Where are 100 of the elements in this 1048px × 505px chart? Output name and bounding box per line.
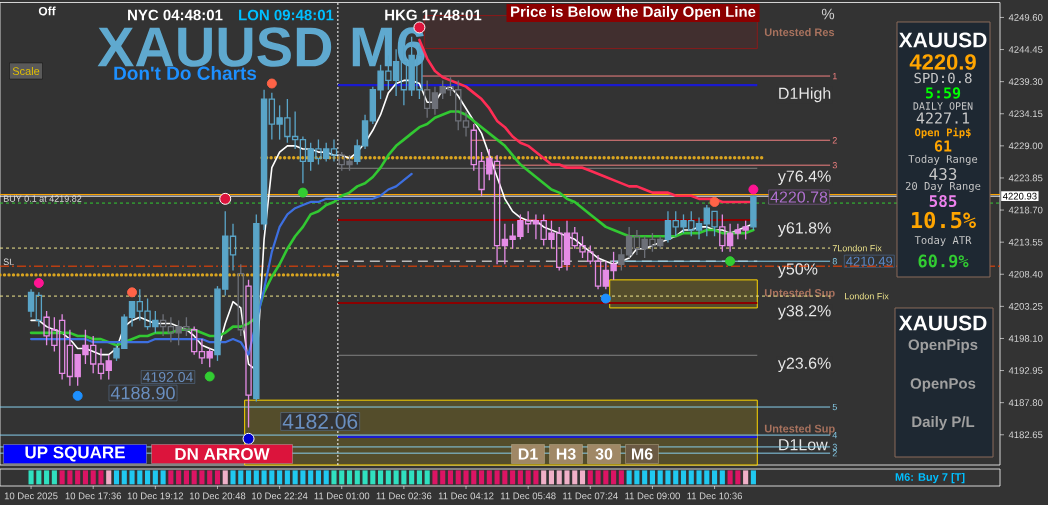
text: 3 bbox=[832, 443, 837, 451]
text: M6: Buy 7 [T] bbox=[895, 472, 965, 484]
text: 20 Day Range bbox=[905, 181, 981, 193]
text: 5 bbox=[832, 403, 837, 411]
text: 10.5% bbox=[911, 211, 976, 229]
text: 4227.1 bbox=[916, 112, 970, 124]
y-tick-label: 4223.85 bbox=[1008, 174, 1043, 182]
y-tick-label: 4239.30 bbox=[1008, 78, 1043, 86]
text: 60.9% bbox=[918, 254, 969, 268]
y-tick-label: 4208.40 bbox=[1008, 270, 1043, 278]
text: SPD:0.8 bbox=[914, 72, 972, 84]
annotation: 30 bbox=[595, 448, 613, 460]
y-tick-label: 4244.45 bbox=[1008, 46, 1043, 53]
annotation: 4220.78 bbox=[770, 191, 828, 203]
point bbox=[242, 432, 255, 445]
text: 2 bbox=[832, 137, 837, 144]
candlestick bbox=[330, 138, 338, 163]
x-tick-label: 11 Dec 09:00 bbox=[625, 492, 680, 500]
text: Daily P/L bbox=[912, 416, 975, 430]
point bbox=[266, 78, 277, 89]
y-tick-label: 4187.80 bbox=[1008, 399, 1043, 407]
text: XAUUSD bbox=[898, 315, 987, 331]
x-tick-label: 10 Dec 19:12 bbox=[127, 492, 184, 500]
point bbox=[204, 371, 215, 382]
text: Open Pip$ bbox=[915, 127, 971, 139]
text: Don't Do Charts bbox=[114, 66, 257, 80]
text: XAUUSD bbox=[898, 32, 987, 48]
y-tick-label: 4198.10 bbox=[1008, 335, 1043, 342]
annotation: Price is Below the Daily Open Line bbox=[511, 6, 756, 20]
x-tick-label: 10 Dec 17:36 bbox=[65, 492, 122, 500]
ref-line-label: 4220.93 bbox=[1002, 192, 1037, 200]
candlestick bbox=[159, 313, 167, 337]
y-tick-label: 4249.60 bbox=[1008, 14, 1043, 21]
ref-line-label: y50% bbox=[777, 263, 818, 278]
annotation: DN ARROW bbox=[175, 447, 270, 461]
x-tick-label: 10 Dec 22:24 bbox=[252, 492, 308, 500]
annotation: M6 bbox=[631, 448, 653, 460]
y-tick-label: 4234.15 bbox=[1008, 110, 1043, 118]
annotation: 4182.06 bbox=[282, 414, 358, 429]
point bbox=[72, 390, 83, 401]
x-tick-label: 10 Dec 2025 bbox=[4, 492, 58, 500]
text: 5:59 bbox=[926, 87, 961, 99]
x-tick-label: 11 Dec 04:12 bbox=[438, 492, 494, 500]
text: % bbox=[821, 8, 835, 20]
ref-line-label: BUY 0.1 at 4219.82 bbox=[3, 195, 82, 202]
ref-line-label: y61.8% bbox=[777, 222, 831, 237]
candlestick bbox=[423, 79, 431, 119]
candlestick bbox=[237, 263, 244, 337]
ref-line-label: SL bbox=[3, 258, 14, 265]
text: 4220.9 bbox=[909, 54, 976, 70]
text: Today Range bbox=[908, 154, 978, 166]
text: Today ATR bbox=[914, 235, 972, 247]
candlestick bbox=[361, 114, 369, 150]
x-tick-label: 11 Dec 02:36 bbox=[376, 492, 432, 500]
candlestick bbox=[97, 347, 105, 381]
point bbox=[33, 277, 44, 288]
text: 2 bbox=[832, 450, 837, 457]
text: DAILY OPEN bbox=[913, 102, 973, 110]
text: 585 bbox=[929, 194, 957, 208]
ref-line-label: London Fix bbox=[845, 292, 889, 300]
text: OpenPips bbox=[908, 339, 978, 353]
candlestick bbox=[431, 85, 439, 116]
candlestick bbox=[695, 216, 703, 240]
annotation: NYC 04:48:01 bbox=[128, 9, 223, 21]
point bbox=[725, 256, 736, 267]
candlestick bbox=[190, 325, 198, 356]
annotation: LON 09:48:01 bbox=[239, 9, 334, 21]
point bbox=[709, 196, 720, 207]
candlestick bbox=[245, 279, 252, 429]
ref-line-label: D1High bbox=[779, 87, 831, 103]
annotation: 4192.04 bbox=[143, 372, 193, 382]
x-tick-label: 11 Dec 10:36 bbox=[687, 492, 743, 500]
text: 3 bbox=[832, 161, 837, 169]
annotation: Off bbox=[38, 6, 56, 16]
point bbox=[127, 287, 138, 298]
candlestick bbox=[563, 220, 571, 272]
annotation: Scale bbox=[12, 66, 40, 76]
ref-line-label: y38.2% bbox=[777, 305, 831, 320]
candlestick bbox=[229, 223, 237, 272]
ref-line-label: y23.6% bbox=[777, 357, 831, 372]
x-tick-label: 11 Dec 01:00 bbox=[314, 492, 370, 500]
annotation: H3 bbox=[556, 448, 576, 460]
point bbox=[219, 192, 232, 205]
annotation: UP SQUARE bbox=[25, 446, 125, 462]
ref-line-label: 4210.49 bbox=[846, 256, 893, 266]
text: 433 bbox=[929, 167, 957, 181]
text: 8 bbox=[832, 258, 837, 265]
point bbox=[297, 187, 308, 198]
candlestick bbox=[27, 288, 35, 318]
candlestick bbox=[462, 110, 470, 138]
candlestick bbox=[35, 291, 43, 328]
y-tick-label: 4192.95 bbox=[1008, 367, 1043, 374]
y-tick-label: 4229.00 bbox=[1008, 142, 1043, 150]
ref-line-label: y76.4% bbox=[777, 170, 831, 185]
band-label: Untested Sup bbox=[764, 288, 835, 300]
annotation: HKG 17:48:01 bbox=[385, 9, 482, 21]
text: 61 bbox=[934, 140, 952, 152]
ref-line-label: 7London Fix bbox=[832, 244, 882, 252]
annotation: D1 bbox=[518, 448, 538, 460]
text: 1 bbox=[832, 72, 837, 80]
